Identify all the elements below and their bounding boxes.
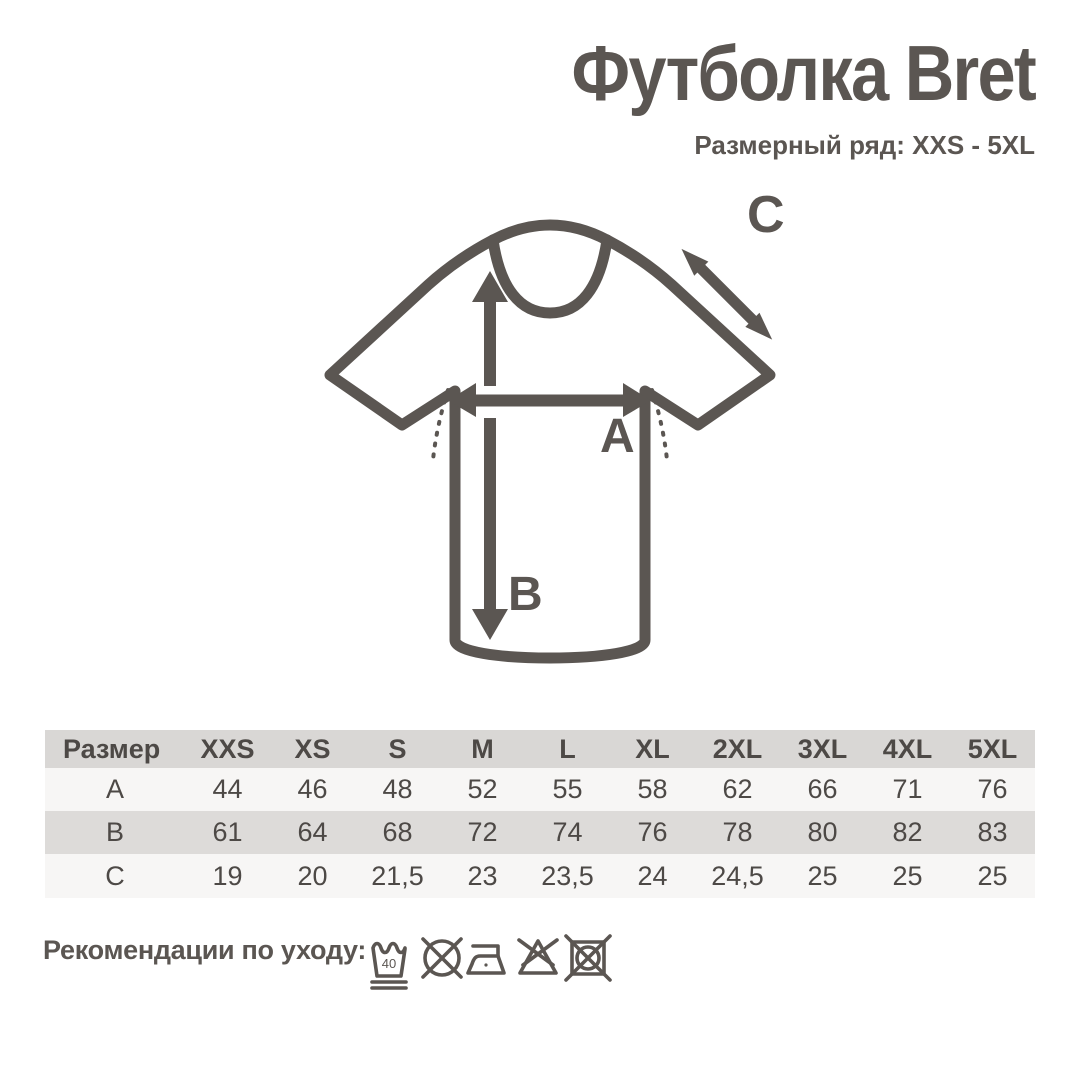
svg-text:40: 40 — [382, 956, 396, 971]
